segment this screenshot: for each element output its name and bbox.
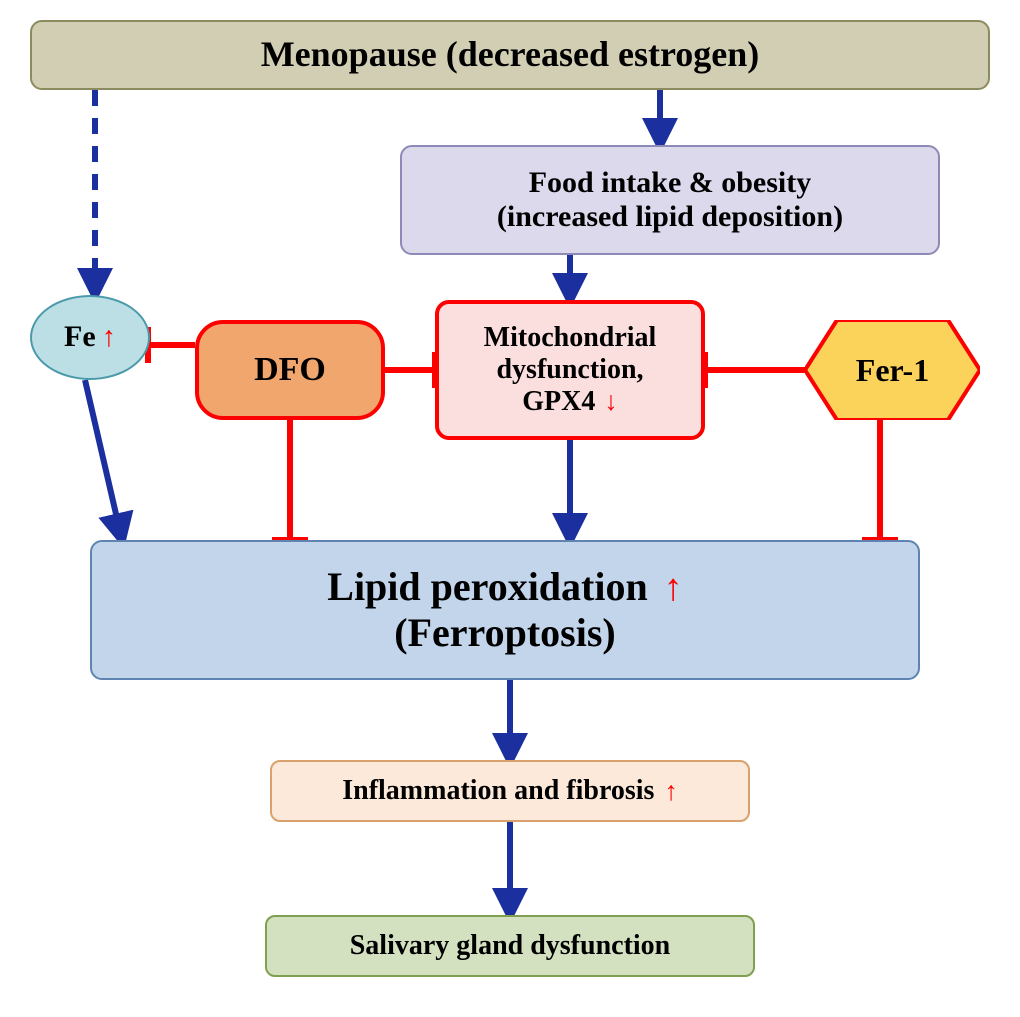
node-food-text: Food intake & obesity (increased lipid d… — [497, 166, 843, 235]
node-menopause: Menopause (decreased estrogen) — [30, 20, 990, 90]
node-mito-line1: Mitochondrial — [484, 322, 657, 353]
node-salivary: Salivary gland dysfunction — [265, 915, 755, 977]
node-dfo: DFO — [195, 320, 385, 420]
node-lipid-peroxidation: Lipid peroxidation (Ferroptosis) — [90, 540, 920, 680]
up-arrow-icon — [102, 321, 116, 355]
node-mito-text: Mitochondrial dysfunction, GPX4 — [484, 322, 657, 419]
node-fe: Fe — [30, 295, 150, 380]
node-mitochondrial: Mitochondrial dysfunction, GPX4 — [435, 300, 705, 440]
node-salivary-label: Salivary gland dysfunction — [350, 930, 671, 962]
node-lipid-line2: (Ferroptosis) — [394, 610, 615, 655]
node-food-intake: Food intake & obesity (increased lipid d… — [400, 145, 940, 255]
node-lipid-text: Lipid peroxidation (Ferroptosis) — [327, 564, 682, 657]
node-fer1: Fer-1 — [805, 320, 980, 420]
up-arrow-icon — [664, 776, 677, 807]
node-menopause-label: Menopause (decreased estrogen) — [261, 34, 760, 75]
node-fer1-label: Fer-1 — [856, 352, 929, 389]
down-arrow-icon — [604, 386, 617, 416]
node-mito-line2: dysfunction, — [496, 354, 643, 385]
diagram-stage: { "diagram": { "type": "flowchart", "can… — [0, 0, 1020, 1017]
up-arrow-icon — [664, 567, 683, 609]
node-fe-label: Fe — [64, 320, 96, 355]
node-inflam-label: Inflammation and fibrosis — [342, 775, 654, 807]
node-food-line2: (increased lipid deposition) — [497, 200, 843, 233]
node-inflammation: Inflammation and fibrosis — [270, 760, 750, 822]
node-mito-line3: GPX4 — [522, 386, 595, 417]
node-dfo-label: DFO — [254, 350, 326, 389]
node-lipid-line1: Lipid peroxidation — [327, 564, 647, 609]
node-food-line1: Food intake & obesity — [529, 166, 812, 199]
